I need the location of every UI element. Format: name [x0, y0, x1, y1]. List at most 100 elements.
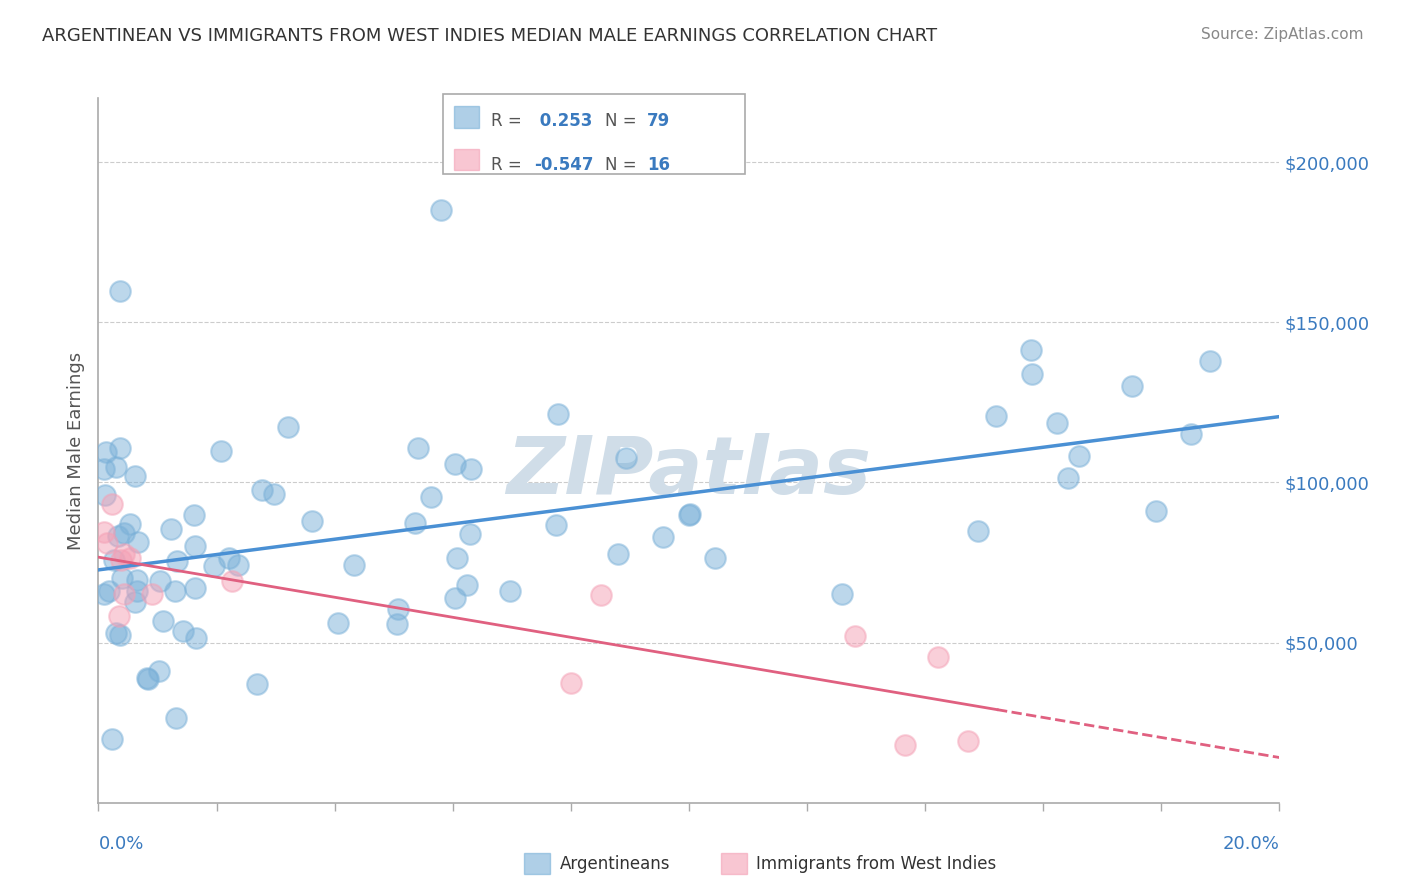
- Point: [165, 711, 187, 725]
- Point: [679, 507, 702, 521]
- Point: [125, 573, 148, 587]
- Point: [277, 420, 299, 434]
- Point: [120, 551, 142, 566]
- Point: [112, 547, 135, 561]
- Point: [228, 558, 250, 573]
- Point: [101, 731, 124, 746]
- Point: [1056, 470, 1078, 484]
- Point: [136, 673, 159, 687]
- Point: [1180, 427, 1202, 442]
- Point: [108, 284, 131, 298]
- Point: [446, 551, 468, 566]
- Point: [342, 558, 364, 572]
- Point: [135, 671, 157, 685]
- Point: [93, 462, 115, 476]
- Point: [444, 591, 467, 605]
- Point: [1021, 367, 1043, 381]
- Point: [183, 508, 205, 522]
- Point: [107, 529, 129, 543]
- Point: [499, 584, 522, 599]
- Point: [544, 518, 567, 533]
- Point: [98, 584, 121, 599]
- Point: [108, 627, 131, 641]
- Point: [986, 409, 1008, 423]
- Point: [112, 587, 135, 601]
- Point: [184, 581, 207, 595]
- Point: [184, 540, 207, 554]
- Y-axis label: Median Male Earnings: Median Male Earnings: [66, 351, 84, 549]
- Point: [404, 516, 426, 530]
- Point: [430, 203, 453, 218]
- Point: [165, 583, 187, 598]
- Point: [94, 445, 117, 459]
- Point: [111, 571, 134, 585]
- Point: [385, 617, 408, 632]
- Point: [105, 459, 128, 474]
- Point: [108, 442, 131, 456]
- Point: [651, 530, 673, 544]
- Point: [1046, 416, 1069, 430]
- Point: [263, 487, 285, 501]
- Point: [94, 488, 117, 502]
- Point: [387, 601, 409, 615]
- Point: [956, 734, 979, 748]
- Point: [589, 588, 612, 602]
- Point: [141, 587, 163, 601]
- Point: [456, 578, 478, 592]
- Point: [209, 443, 232, 458]
- Text: ARGENTINEAN VS IMMIGRANTS FROM WEST INDIES MEDIAN MALE EARNINGS CORRELATION CHAR: ARGENTINEAN VS IMMIGRANTS FROM WEST INDI…: [42, 27, 938, 45]
- Text: 20.0%: 20.0%: [1223, 835, 1279, 853]
- Point: [218, 551, 240, 566]
- Point: [148, 665, 170, 679]
- Point: [221, 574, 243, 589]
- Point: [107, 609, 129, 624]
- Point: [444, 457, 467, 471]
- Point: [149, 574, 172, 588]
- Point: [927, 650, 949, 665]
- Point: [831, 587, 853, 601]
- Point: [547, 407, 569, 421]
- Text: Source: ZipAtlas.com: Source: ZipAtlas.com: [1201, 27, 1364, 42]
- Point: [172, 624, 194, 639]
- Point: [246, 676, 269, 690]
- Text: -0.547: -0.547: [534, 156, 593, 174]
- Point: [103, 553, 125, 567]
- Point: [101, 497, 124, 511]
- Point: [124, 469, 146, 483]
- Point: [93, 525, 115, 540]
- Text: 16: 16: [647, 156, 669, 174]
- Text: 79: 79: [647, 112, 671, 129]
- Point: [250, 483, 273, 497]
- Point: [967, 524, 990, 538]
- Text: 0.0%: 0.0%: [98, 835, 143, 853]
- Text: N =: N =: [605, 156, 636, 174]
- Point: [1021, 343, 1043, 357]
- Point: [1067, 449, 1090, 463]
- Point: [420, 490, 443, 504]
- Point: [408, 442, 430, 456]
- Point: [112, 526, 135, 541]
- Point: [844, 629, 866, 643]
- Text: Argentineans: Argentineans: [560, 855, 671, 872]
- Point: [460, 461, 482, 475]
- Point: [125, 584, 148, 599]
- Point: [1121, 379, 1143, 393]
- Point: [120, 516, 142, 531]
- Point: [678, 508, 700, 523]
- Point: [166, 554, 188, 568]
- Text: Immigrants from West Indies: Immigrants from West Indies: [756, 855, 997, 872]
- Point: [184, 631, 207, 645]
- Point: [458, 526, 481, 541]
- Point: [124, 595, 146, 609]
- Point: [894, 738, 917, 752]
- Point: [301, 515, 323, 529]
- Point: [1198, 354, 1220, 368]
- Text: R =: R =: [491, 156, 522, 174]
- Point: [560, 676, 582, 690]
- Point: [110, 553, 132, 567]
- Point: [614, 451, 637, 466]
- Point: [93, 587, 115, 601]
- Text: 0.253: 0.253: [534, 112, 593, 129]
- Point: [1144, 504, 1167, 518]
- Point: [152, 614, 174, 628]
